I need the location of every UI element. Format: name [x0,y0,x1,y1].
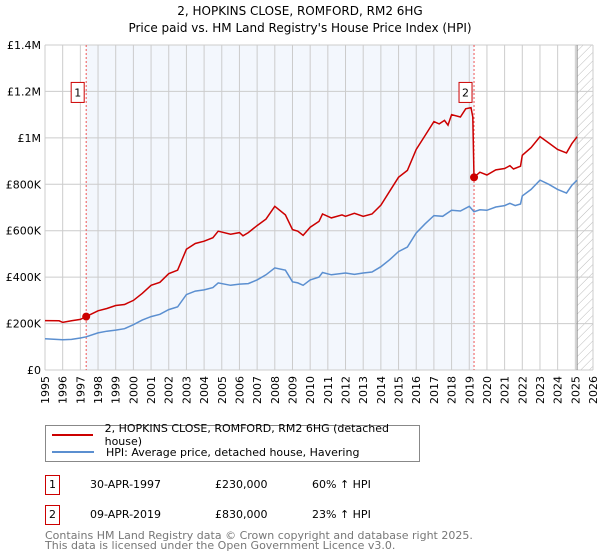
legend-item-property: 2, HOPKINS CLOSE, ROMFORD, RM2 6HG (deta… [46,422,419,448]
hatched-future-region [577,45,593,370]
transaction-hpi: 23% ↑ HPI [312,508,371,521]
y-tick-label: £200K [6,318,42,331]
x-tick-label: 1996 [57,376,70,404]
y-tick-label: £0 [27,364,41,377]
x-tick-label: 2019 [463,376,476,404]
x-tick-label: 2018 [446,376,459,404]
x-tick-label: 2014 [375,376,388,404]
legend-label-property: 2, HOPKINS CLOSE, ROMFORD, RM2 6HG (deta… [104,422,389,448]
x-tick-label: 2006 [233,376,246,404]
x-tick-label: 2022 [516,376,529,404]
hpi-series-line [44,179,578,341]
x-tick-label: 2023 [534,376,547,404]
x-tick-label: 2012 [340,376,353,404]
legend: 2, HOPKINS CLOSE, ROMFORD, RM2 6HG (deta… [45,422,420,462]
x-tick-label: 2021 [499,376,512,404]
transaction-date: 09-APR-2019 [90,508,162,521]
legend-item-hpi: HPI: Average price, detached house, Have… [46,444,359,460]
chart-title: 2, HOPKINS CLOSE, ROMFORD, RM2 6HG [177,4,422,18]
transaction-row: 1 30-APR-1997 £230,000 60% ↑ HPI [45,475,445,495]
sale-label: 2 [462,86,469,99]
x-tick-label: 2001 [145,376,158,404]
y-tick-label: £400K [6,271,42,284]
sale-label-box [458,81,473,103]
sale-label-box [70,81,85,103]
y-tick-label: £1.4M [7,39,41,52]
red-line-swatch [52,434,93,436]
transaction-row: 2 09-APR-2019 £830,000 23% ↑ HPI [45,505,445,525]
transaction-hpi: 60% ↑ HPI [312,478,371,491]
sale-point [82,312,91,321]
y-tick-label: £800K [6,178,42,191]
blue-line-swatch [52,451,94,453]
x-tick-label: 2025 [569,376,582,404]
x-tick-label: 2000 [127,376,140,404]
transaction-price: £230,000 [215,478,268,491]
transaction-date: 30-APR-1997 [90,478,162,491]
x-tick-label: 2011 [322,376,335,404]
transaction-price: £830,000 [215,508,268,521]
sale-point [470,173,479,182]
footer-licence: This data is licensed under the Open Gov… [45,539,396,552]
x-tick-label: 2007 [251,376,264,404]
x-tick-label: 2013 [357,376,370,404]
legend-label-hpi: HPI: Average price, detached house, Have… [106,445,360,459]
footer: Contains HM Land Registry data © Crown c… [45,529,473,552]
x-tick-label: 2005 [216,376,229,404]
x-tick-label: 1999 [110,376,123,404]
x-tick-label: 1998 [92,376,105,404]
x-tick-label: 2026 [587,376,600,404]
property-series-line [44,106,578,324]
x-tick-label: 2017 [428,376,441,404]
transaction-badge: 2 [45,505,60,525]
transaction-badge: 1 [45,475,60,495]
y-tick-label: £1M [18,132,42,145]
x-tick-label: 2024 [552,376,565,404]
x-tick-label: 2003 [180,376,193,404]
y-tick-label: £600K [6,225,42,238]
chart-subtitle: Price paid vs. HM Land Registry's House … [128,21,471,35]
y-tick-label: £1.2M [7,85,41,98]
sale-label: 1 [74,86,81,99]
x-tick-label: 2002 [163,376,176,404]
price-chart: 2, HOPKINS CLOSE, ROMFORD, RM2 6HG Price… [6,4,600,404]
x-tick-label: 2015 [393,376,406,404]
x-tick-label: 1997 [74,376,87,404]
footer-copyright: Contains HM Land Registry data © Crown c… [45,529,473,542]
x-tick-label: 2004 [198,376,211,404]
x-tick-label: 1995 [39,376,52,404]
x-tick-label: 2016 [410,376,423,404]
x-tick-label: 2020 [481,376,494,404]
x-tick-label: 2009 [286,376,299,404]
x-tick-label: 2008 [269,376,282,404]
x-tick-label: 2010 [304,376,317,404]
